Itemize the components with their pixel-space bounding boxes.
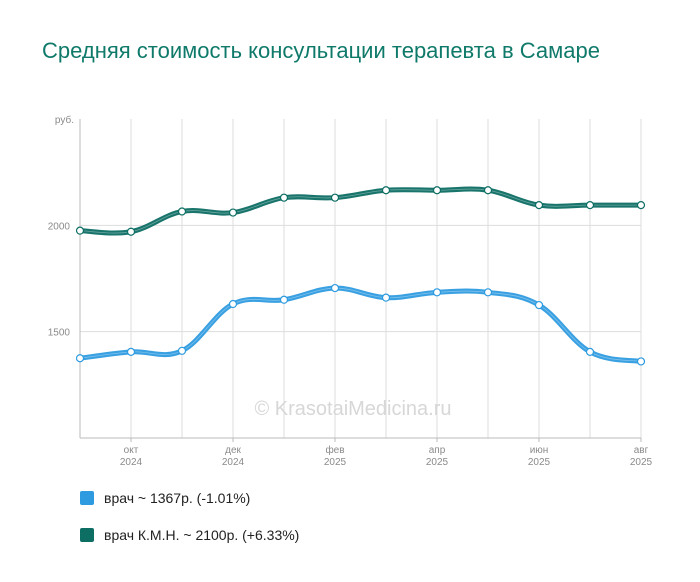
- x-tick-label: фев: [325, 444, 344, 456]
- y-tick-label: 2000: [48, 221, 71, 232]
- series-line: [77, 285, 644, 364]
- data-point: [177, 346, 187, 355]
- data-point: [75, 354, 85, 363]
- legend-label: врач К.М.Н. ~ 2100р. (+6.33%): [104, 527, 300, 543]
- data-point: [636, 201, 646, 210]
- data-point: [483, 186, 493, 195]
- legend-swatch: [80, 491, 94, 505]
- data-point: [330, 193, 340, 202]
- data-point: [432, 186, 442, 195]
- x-tick-year-label: 2025: [324, 457, 347, 468]
- data-point: [534, 201, 544, 210]
- series: [75, 186, 646, 366]
- x-tick-label: окт: [124, 445, 139, 456]
- legend-label: врач ~ 1367р. (-1.01%): [104, 490, 251, 506]
- data-point: [585, 347, 595, 356]
- data-point: [534, 300, 544, 310]
- series-line: [77, 186, 644, 236]
- grid: [80, 119, 642, 438]
- data-point: [636, 357, 646, 366]
- x-tick-label: апр: [429, 445, 446, 456]
- data-point: [126, 347, 136, 356]
- x-tick-label: июн: [530, 445, 549, 456]
- data-point: [381, 186, 391, 195]
- data-point: [381, 293, 391, 302]
- data-point: [177, 207, 187, 216]
- data-point: [330, 283, 340, 293]
- data-point: [432, 288, 442, 297]
- x-tick-label: дек: [225, 445, 241, 456]
- chart-title: Средняя стоимость консультации терапевта…: [42, 38, 600, 63]
- legend-item-vrach-kmn[interactable]: врач К.М.Н. ~ 2100р. (+6.33%): [80, 525, 299, 545]
- legend: врач ~ 1367р. (-1.01%) врач К.М.Н. ~ 210…: [80, 488, 299, 562]
- y-unit-label: руб.: [55, 114, 74, 126]
- data-point: [279, 193, 289, 202]
- legend-item-vrach[interactable]: врач ~ 1367р. (-1.01%): [80, 488, 299, 508]
- data-point: [126, 227, 136, 236]
- series-line-highlight: [79, 287, 642, 362]
- series-vrach: [75, 283, 646, 366]
- x-tick-label: авг: [634, 445, 649, 456]
- data-point: [279, 295, 289, 304]
- data-point: [75, 226, 85, 235]
- series-vrach-kmn: [75, 186, 646, 236]
- watermark: © KrasotaiMedicina.ru: [254, 398, 451, 420]
- axes: 15002000руб.окт2024дек2024фев2025апр2025…: [48, 114, 653, 468]
- legend-swatch: [80, 528, 94, 542]
- x-tick-year-label: 2025: [426, 457, 449, 468]
- data-point: [228, 208, 238, 217]
- x-tick-year-label: 2024: [120, 457, 143, 468]
- data-point: [483, 288, 493, 297]
- data-point: [228, 299, 238, 309]
- x-tick-year-label: 2025: [528, 457, 551, 468]
- y-tick-label: 1500: [48, 328, 71, 339]
- series-line-highlight: [79, 188, 641, 234]
- x-tick-year-label: 2024: [222, 457, 245, 468]
- x-tick-year-label: 2025: [630, 457, 653, 468]
- data-point: [585, 201, 595, 210]
